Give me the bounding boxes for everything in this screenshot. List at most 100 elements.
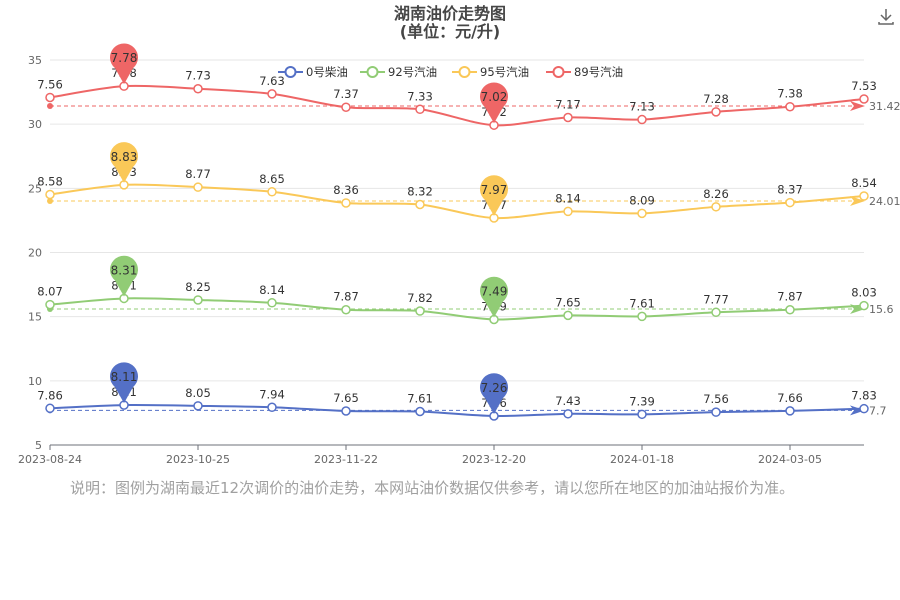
series-1-data-label: 7.87 xyxy=(777,290,803,304)
series-2-data-label: 8.14 xyxy=(555,191,581,205)
series-0-point xyxy=(193,401,203,411)
series-1-data-label: 7.82 xyxy=(407,291,433,305)
series-0-min-label: 7.26 xyxy=(481,381,508,395)
series-0-data-label: 7.61 xyxy=(407,392,433,406)
series-1-point xyxy=(45,299,55,310)
legend-symbol-0 xyxy=(284,66,297,78)
x-tick-label: 2023-12-20 xyxy=(462,453,526,466)
series-3-point xyxy=(711,107,721,117)
x-tick-label: 2023-10-25 xyxy=(166,453,230,466)
series-1-min-marker xyxy=(480,276,509,318)
series-2-data-label: 8.65 xyxy=(259,172,285,186)
series-3-point xyxy=(45,92,55,103)
series-0-data-label: 7.94 xyxy=(259,387,285,401)
series-1-data-label: 8.07 xyxy=(37,285,63,299)
series-2-point xyxy=(859,191,869,201)
download-icon-glyph xyxy=(878,9,894,25)
series-2-average-start xyxy=(47,198,53,205)
download-icon[interactable] xyxy=(876,6,896,26)
series-3-data-label: 7.17 xyxy=(555,97,581,111)
series-2-point xyxy=(193,182,203,192)
y-tick-label: 10 xyxy=(28,375,42,388)
series-2-min-label: 7.97 xyxy=(481,183,508,197)
x-tick-label: 2024-03-05 xyxy=(758,453,822,466)
series-3-data-label: 7.56 xyxy=(37,77,63,91)
series-1-point xyxy=(785,304,795,315)
line-chart: 5 10 15 20 25 30 35 2023-08-24 2023-10-25 2023-11… xyxy=(18,43,900,466)
legend-item-2: 95号汽油 xyxy=(480,65,529,79)
series-3-point xyxy=(267,89,277,99)
series-2-average-label: 24.01 xyxy=(869,195,900,208)
series-0-data-label: 7.66 xyxy=(777,391,803,405)
series-3-point xyxy=(193,83,203,94)
series-3-data-label: 7.53 xyxy=(851,79,877,93)
series-2-data-label: 8.36 xyxy=(333,183,359,197)
legend-symbol-3 xyxy=(552,66,565,78)
series-3-max-marker xyxy=(110,43,138,85)
x-tick-label: 2023-08-24 xyxy=(18,453,82,466)
series-1-point xyxy=(637,311,647,322)
series-2-point xyxy=(267,187,277,197)
series-2-data-label: 8.32 xyxy=(407,185,433,199)
series-1-point xyxy=(711,307,721,318)
series-3-point xyxy=(563,112,573,123)
series-3-max-label: 7.78 xyxy=(111,51,138,65)
legend-symbol-1 xyxy=(366,66,379,78)
series-1-data-label: 7.77 xyxy=(703,292,729,306)
x-tick-label: 2024-01-18 xyxy=(610,453,674,466)
series-0-point xyxy=(415,406,425,417)
series-1-max-marker xyxy=(110,255,138,297)
series-3-point xyxy=(859,94,869,104)
series-2-min-marker xyxy=(480,175,508,216)
series-1-min-label: 7.49 xyxy=(481,284,508,298)
series-0-point xyxy=(267,402,277,413)
series-2-data-label: 8.09 xyxy=(629,193,655,207)
series-3-data-label: 7.63 xyxy=(259,74,285,88)
series-0-max-marker xyxy=(110,362,138,404)
series-0-point xyxy=(563,409,573,419)
series-2-max-label: 8.83 xyxy=(111,150,138,164)
series-2-data-label: 8.37 xyxy=(777,183,803,197)
series-3-point xyxy=(785,101,795,112)
series-1-point xyxy=(859,300,869,311)
y-tick-label: 20 xyxy=(28,247,42,260)
series-0-data-label: 7.39 xyxy=(629,394,655,408)
series-2-point xyxy=(341,198,351,208)
series-3-min-marker xyxy=(480,82,508,124)
series-1-point xyxy=(341,304,351,315)
legend-item-1: 92号汽油 xyxy=(388,65,437,79)
series-3-min-label: 7.02 xyxy=(481,90,508,104)
series-0-average-arrow xyxy=(850,405,865,416)
series-1-data-label: 8.03 xyxy=(851,286,877,300)
series-2-data-label: 8.77 xyxy=(185,167,211,181)
chart-title-unit: (单位：元/升) xyxy=(399,22,501,41)
series-2-point xyxy=(415,199,425,210)
series-3-data-label: 7.28 xyxy=(703,92,729,106)
series-1-average-label: 15.6 xyxy=(869,303,894,316)
chart-title: 湖南油价走势图 (单位：元/升) xyxy=(0,5,900,41)
series-3-data-label: 7.73 xyxy=(185,69,211,83)
chart-title-main: 湖南油价走势图 xyxy=(393,4,506,23)
series-2-data-label: 8.54 xyxy=(851,176,877,190)
series-0-point xyxy=(341,406,351,416)
series-1-data-label: 7.87 xyxy=(333,290,359,304)
series-3-data-label: 7.37 xyxy=(333,87,359,101)
series-2-point xyxy=(45,189,55,200)
series-2-point xyxy=(563,206,573,217)
series-0-min-marker xyxy=(480,373,509,414)
series-3-average-label: 31.42 xyxy=(869,100,900,113)
x-tick-label: 2023-11-22 xyxy=(314,453,378,466)
series-2-data-label: 8.26 xyxy=(703,187,729,201)
series-1-point xyxy=(415,306,425,316)
series-0-point xyxy=(711,407,721,417)
y-tick-label: 25 xyxy=(28,182,42,195)
series-2-average-arrow xyxy=(850,196,865,207)
series-0-point xyxy=(859,403,869,414)
series-3-data-label: 7.13 xyxy=(629,100,655,114)
series-1-data-label: 8.14 xyxy=(259,283,285,297)
series-0-data-label: 8.05 xyxy=(185,386,211,400)
series-2-point xyxy=(785,197,795,208)
series-2-point xyxy=(637,208,647,219)
legend-item-3: 89号汽油 xyxy=(574,65,623,79)
chart-note: 说明：图例为湖南最近12次调价的油价走势，本网站油价数据仅供参考，请以您所在地区… xyxy=(70,479,795,497)
